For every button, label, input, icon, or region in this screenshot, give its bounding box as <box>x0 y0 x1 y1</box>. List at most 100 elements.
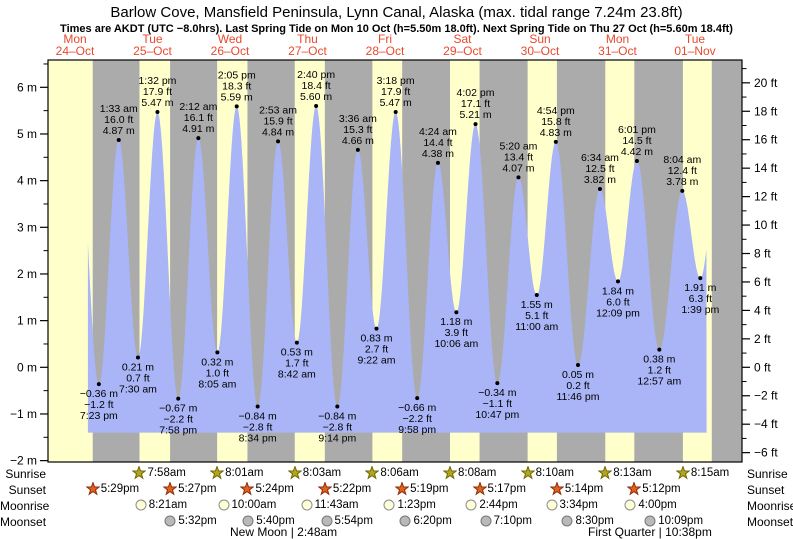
svg-text:1:33 am: 1:33 am <box>100 103 138 115</box>
sunrise-marker-icon <box>132 466 147 480</box>
tide-annotation-high <box>680 188 685 193</box>
sunrise-marker-time: 7:58am <box>147 467 186 479</box>
svg-text:2:12 am: 2:12 am <box>179 101 217 113</box>
svg-text:6:01 pm: 6:01 pm <box>618 124 656 136</box>
moonset-marker-time: 5:54pm <box>334 515 373 527</box>
sunset-marker-icon <box>240 482 255 496</box>
sunrise-marker-time: 8:03am <box>302 467 342 479</box>
sunrise-marker: 8:03am <box>287 466 342 480</box>
svg-text:−4 ft: −4 ft <box>754 417 778 431</box>
day-label: Tue 25–Oct <box>133 32 172 58</box>
sunrise-marker-icon <box>287 466 302 480</box>
svg-text:3 m: 3 m <box>17 220 37 234</box>
moonset-marker-icon <box>164 515 176 527</box>
svg-text:7:23 pm: 7:23 pm <box>80 410 118 422</box>
svg-text:16.0 ft: 16.0 ft <box>104 114 133 126</box>
moonset-row-label-left: Moonset <box>0 515 47 529</box>
svg-text:0.7 ft: 0.7 ft <box>126 373 149 385</box>
tide-annotation-low <box>495 381 500 386</box>
sunset-marker-time: 5:27pm <box>178 483 217 495</box>
moonrise-row-label-left: Moonrise <box>0 499 50 513</box>
svg-text:−0.34 m: −0.34 m <box>478 387 516 399</box>
moonset-marker-icon <box>561 515 573 527</box>
day-label: Thu 27–Oct <box>288 32 327 58</box>
svg-text:−1.2 ft: −1.2 ft <box>84 399 114 411</box>
moonrise-marker: 11:43am <box>300 498 359 512</box>
svg-text:11:00 am: 11:00 am <box>515 321 558 333</box>
tide-annotation-low <box>415 396 420 401</box>
svg-text:5.59 m: 5.59 m <box>221 91 253 103</box>
moonrise-marker-time: 8:21am <box>148 499 188 511</box>
sunrise-marker-time: 8:15am <box>690 467 730 479</box>
svg-text:2 ft: 2 ft <box>754 332 771 346</box>
svg-text:1.55 m: 1.55 m <box>521 299 553 311</box>
svg-text:−0.36 m: −0.36 m <box>80 388 118 400</box>
svg-text:18.4 ft: 18.4 ft <box>302 80 331 92</box>
moonrise-marker: 3:34pm <box>545 498 598 512</box>
tide-annotation-high <box>355 147 360 152</box>
moonset-marker-time: 8:30pm <box>575 515 614 527</box>
svg-text:6:34 am: 6:34 am <box>581 152 619 164</box>
svg-text:4.83 m: 4.83 m <box>540 127 572 139</box>
sunrise-marker-icon <box>365 466 380 480</box>
sunset-marker-time: 5:22pm <box>332 483 372 495</box>
sunset-marker-time: 5:19pm <box>410 483 449 495</box>
sunset-marker-time: 5:14pm <box>564 483 604 495</box>
svg-text:4.84 m: 4.84 m <box>262 126 294 138</box>
svg-text:18 ft: 18 ft <box>754 104 778 118</box>
tide-annotation-high <box>435 160 440 165</box>
svg-text:5.21 m: 5.21 m <box>459 109 491 121</box>
tide-annotation-high <box>597 187 602 192</box>
svg-text:10:47 pm: 10:47 pm <box>475 409 519 421</box>
svg-text:20 ft: 20 ft <box>754 76 778 90</box>
svg-text:2.7 ft: 2.7 ft <box>365 344 388 356</box>
sunrise-marker-time: 8:13am <box>613 467 652 479</box>
svg-text:4.66 m: 4.66 m <box>342 135 374 147</box>
moonset-marker-icon <box>399 515 411 527</box>
svg-text:12 ft: 12 ft <box>754 190 778 204</box>
tide-annotation-low <box>534 292 539 297</box>
moonrise-marker-icon <box>135 499 147 511</box>
sunset-marker-icon <box>317 482 332 496</box>
sunset-marker-time: 5:17pm <box>487 483 526 495</box>
sunrise-marker: 8:15am <box>675 466 730 480</box>
svg-text:0.38 m: 0.38 m <box>643 354 675 366</box>
moonset-marker-time: 7:10pm <box>493 515 532 527</box>
moonset-marker-time: 10:09pm <box>658 515 704 527</box>
svg-text:8:04 am: 8:04 am <box>663 154 701 166</box>
tide-annotation-low <box>698 276 703 281</box>
svg-text:1:39 pm: 1:39 pm <box>681 304 719 316</box>
svg-text:1.0 ft: 1.0 ft <box>206 367 229 379</box>
moonrise-marker-icon <box>218 499 230 511</box>
svg-text:7:58 pm: 7:58 pm <box>159 425 197 437</box>
svg-text:4.38 m: 4.38 m <box>422 148 454 160</box>
svg-text:3:18 pm: 3:18 pm <box>377 75 415 87</box>
sunrise-marker: 8:08am <box>443 466 496 480</box>
new-moon-caption: New Moon | 2:48am <box>230 525 338 539</box>
svg-text:−0.67 m: −0.67 m <box>159 403 197 415</box>
svg-text:−0.84 m: −0.84 m <box>239 410 277 422</box>
svg-text:0.05 m: 0.05 m <box>562 369 594 381</box>
svg-text:8:05 am: 8:05 am <box>198 378 236 390</box>
svg-text:1 m: 1 m <box>17 314 37 328</box>
sunrise-marker: 7:58am <box>132 466 186 480</box>
svg-text:12.4 ft: 12.4 ft <box>668 165 697 177</box>
svg-text:4:24 am: 4:24 am <box>419 126 457 138</box>
svg-text:0 m: 0 m <box>17 360 37 374</box>
moonset-marker: 5:54pm <box>320 514 373 528</box>
moonset-marker: 6:20pm <box>398 514 452 528</box>
svg-text:11:46 pm: 11:46 pm <box>556 391 599 403</box>
moonrise-marker-time: 3:34pm <box>559 499 598 511</box>
svg-text:−0.66 m: −0.66 m <box>398 402 436 414</box>
sunrise-marker-time: 8:08am <box>458 467 497 479</box>
tide-annotation-low <box>255 404 260 409</box>
sunset-marker-icon <box>549 482 564 496</box>
svg-text:9:14 pm: 9:14 pm <box>318 432 356 444</box>
svg-text:9:58 pm: 9:58 pm <box>398 424 436 436</box>
svg-text:17.9 ft: 17.9 ft <box>143 86 172 98</box>
moonrise-marker-time: 11:43am <box>314 499 359 511</box>
sunset-marker-icon <box>85 482 100 496</box>
tide-annotation-low <box>657 347 662 352</box>
sunset-marker: 5:12pm <box>627 482 681 496</box>
